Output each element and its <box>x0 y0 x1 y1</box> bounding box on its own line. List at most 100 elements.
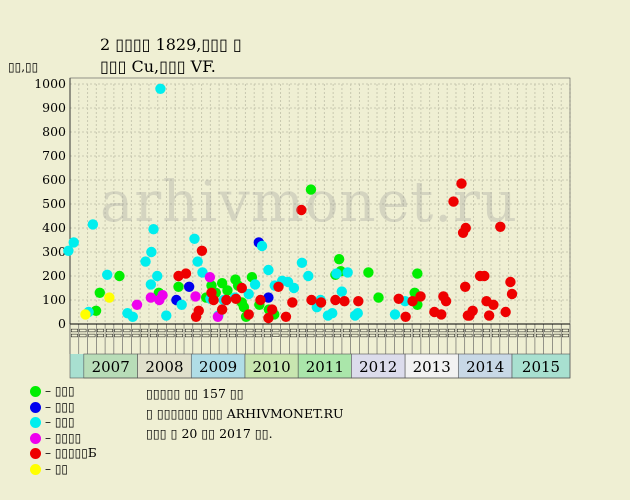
data-point <box>505 276 516 288</box>
legend-item: – ▯▯▯ <box>30 400 97 416</box>
data-point <box>500 306 511 318</box>
y-tick-label: 700 <box>42 148 66 163</box>
year-cell <box>457 353 513 379</box>
legend-item: – ▯▯▯▯ <box>30 431 97 447</box>
legend-item: – ▯▯▯ <box>30 415 97 431</box>
legend-item: – ▯▯ <box>30 462 97 478</box>
data-point <box>216 304 228 315</box>
month-tick-label: ▯▯ <box>376 328 386 338</box>
legend-label: – ▯▯▯▯ <box>45 430 82 445</box>
year-label: 2010 <box>253 358 291 376</box>
data-point <box>197 267 208 278</box>
month-tick-label: ▯▯ <box>551 328 561 338</box>
legend-marker <box>30 417 41 429</box>
y-tick-label: 400 <box>42 220 66 235</box>
month-tick-label: ▯▯ <box>437 328 447 338</box>
data-point <box>436 309 447 320</box>
year-cell <box>244 353 299 379</box>
y-tick-label: 1000 <box>34 76 66 91</box>
year-label: 2008 <box>145 358 183 376</box>
data-point <box>161 310 172 321</box>
chart-title: 2 ▯▯▯▯ 1829,▯▯▯ ▯ ▯▯▯ Cu,▯▯▯ VF. <box>100 34 242 78</box>
month-tick-label: ▯▯ <box>464 328 474 338</box>
month-tick-label: ▯▯ <box>157 328 167 338</box>
legend-marker <box>30 401 41 413</box>
data-point <box>249 279 261 290</box>
data-point <box>336 286 348 297</box>
y-axis-label: ▯▯,▯▯ <box>8 60 39 74</box>
year-cell <box>137 353 192 379</box>
month-tick-label: ▯▯ <box>560 328 570 338</box>
month-tick-label: ▯▯ <box>95 328 105 338</box>
data-point <box>263 292 274 303</box>
data-point <box>353 296 364 307</box>
month-tick-label: ▯▯ <box>183 328 193 338</box>
data-point <box>127 311 138 322</box>
legend-label: – ▯▯▯ <box>45 415 75 429</box>
data-point <box>460 281 471 292</box>
month-tick-label: ▯▯ <box>472 328 482 338</box>
data-point <box>456 178 467 189</box>
data-point <box>183 281 195 292</box>
data-point <box>190 291 201 302</box>
data-point <box>148 224 159 235</box>
legend-label: – ▯▯ <box>45 461 69 476</box>
data-point <box>483 310 495 321</box>
data-point <box>263 312 274 324</box>
month-tick-label: ▯▯ <box>218 328 228 338</box>
month-tick-label: ▯▯ <box>122 328 132 338</box>
year-cell <box>404 353 459 379</box>
data-point <box>146 246 157 258</box>
data-point <box>145 279 157 290</box>
data-point <box>140 256 151 267</box>
data-point <box>189 233 200 244</box>
data-point <box>333 254 345 265</box>
data-point <box>412 268 423 279</box>
legend-item: – ▯▯▯ <box>30 384 97 400</box>
year-cell <box>83 353 138 379</box>
data-point <box>243 309 254 320</box>
data-point <box>152 270 163 282</box>
data-point <box>462 310 474 321</box>
data-point <box>243 288 254 300</box>
month-tick-label: ▯▯ <box>315 328 325 338</box>
data-point <box>448 196 459 207</box>
month-tick-label: ▯▯ <box>507 328 517 338</box>
month-tick-label: ▯▯ <box>341 328 351 338</box>
plot-frame <box>69 77 571 379</box>
month-tick-label: ▯▯ <box>262 328 272 338</box>
data-point <box>342 267 353 278</box>
month-tick-label: ▯▯ <box>367 328 377 338</box>
month-tick-label: ▯▯ <box>393 328 403 338</box>
data-point <box>193 305 204 316</box>
data-point <box>208 294 219 306</box>
data-point <box>102 269 113 280</box>
data-point <box>68 237 79 248</box>
data-point <box>266 304 278 315</box>
data-point <box>327 308 338 319</box>
month-tick-label: ▯▯ <box>385 328 395 338</box>
month-tick-label: ▯▯ <box>297 328 307 338</box>
data-point <box>255 294 266 306</box>
y-tick-label: 100 <box>42 292 66 307</box>
data-point <box>230 293 242 304</box>
month-tick-label: ▯▯ <box>113 328 123 338</box>
data-point <box>306 294 317 306</box>
data-point <box>506 288 518 300</box>
data-point <box>173 281 184 292</box>
data-point <box>80 309 91 320</box>
legend-marker <box>30 463 41 475</box>
notes: ▯▯▯▯▯ ▯▯ 157 ▯▯ ▯ ▯▯▯▯▯▯ ▯▯▯ ARHIVMONET.… <box>146 384 344 444</box>
month-tick-label: ▯▯ <box>402 328 412 338</box>
chart-title-line2: ▯▯▯ Cu,▯▯▯ VF. <box>100 57 216 76</box>
data-point <box>400 311 411 322</box>
month-tick-label: ▯▯ <box>165 328 175 338</box>
legend-label: – ▯▯▯ <box>45 399 75 414</box>
month-tick-label: ▯▯ <box>104 328 114 338</box>
month-tick-label: ▯▯ <box>192 328 202 338</box>
data-point <box>479 270 490 282</box>
month-tick-label: ▯▯ <box>534 328 544 338</box>
note-line-3: ▯▯▯ ▯ 20 ▯▯ 2017 ▯▯. <box>146 426 273 441</box>
data-point <box>339 296 350 307</box>
